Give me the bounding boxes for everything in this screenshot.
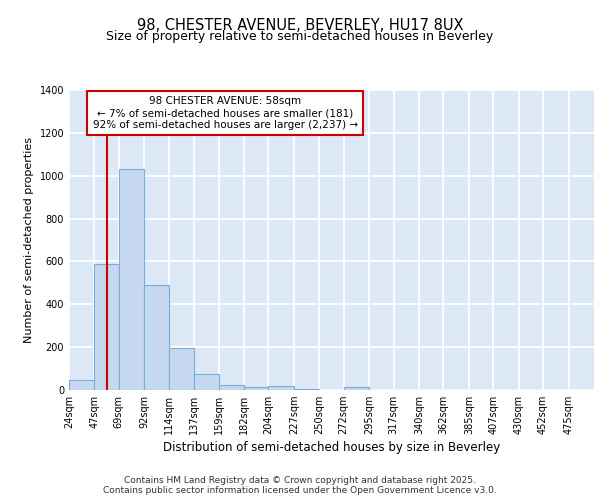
Text: 98 CHESTER AVENUE: 58sqm
← 7% of semi-detached houses are smaller (181)
92% of s: 98 CHESTER AVENUE: 58sqm ← 7% of semi-de…: [92, 96, 358, 130]
Bar: [244, 387, 268, 390]
Bar: [119, 170, 145, 390]
Bar: [294, 389, 319, 390]
Y-axis label: Number of semi-detached properties: Number of semi-detached properties: [24, 137, 34, 343]
Text: 98, CHESTER AVENUE, BEVERLEY, HU17 8UX: 98, CHESTER AVENUE, BEVERLEY, HU17 8UX: [137, 18, 463, 32]
Bar: [169, 348, 194, 390]
Bar: [268, 386, 294, 390]
Bar: [218, 384, 244, 390]
Text: Size of property relative to semi-detached houses in Beverley: Size of property relative to semi-detach…: [106, 30, 494, 43]
Text: Contains HM Land Registry data © Crown copyright and database right 2025.
Contai: Contains HM Land Registry data © Crown c…: [103, 476, 497, 495]
Bar: [344, 387, 369, 390]
X-axis label: Distribution of semi-detached houses by size in Beverley: Distribution of semi-detached houses by …: [163, 442, 500, 454]
Bar: [145, 285, 169, 390]
Bar: [69, 380, 94, 390]
Bar: [194, 374, 218, 390]
Bar: [94, 264, 119, 390]
